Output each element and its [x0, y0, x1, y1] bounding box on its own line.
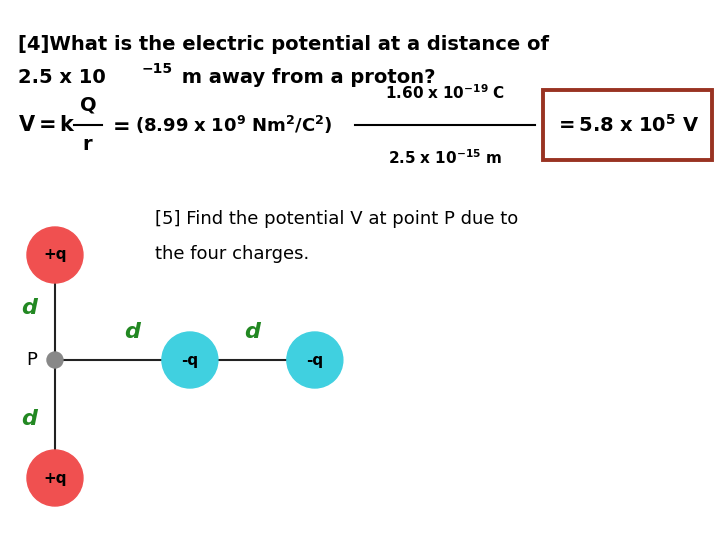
Text: $\mathbf{V = k}$: $\mathbf{V = k}$ — [18, 115, 76, 135]
Circle shape — [47, 352, 63, 368]
Text: $\mathbf{2.5\ x\ 10^{-15}\ m}$: $\mathbf{2.5\ x\ 10^{-15}\ m}$ — [388, 148, 502, 167]
Text: d: d — [21, 298, 37, 318]
Text: d: d — [125, 322, 140, 342]
Circle shape — [27, 450, 83, 506]
Text: $\mathbf{(8.99\ x\ 10^9\ Nm^2/C^2)}$: $\mathbf{(8.99\ x\ 10^9\ Nm^2/C^2)}$ — [135, 114, 333, 136]
Text: $\mathbf{1.60\ x\ 10^{-19}\ C}$: $\mathbf{1.60\ x\ 10^{-19}\ C}$ — [384, 83, 505, 102]
Text: P: P — [26, 351, 37, 369]
Text: +q: +q — [43, 470, 67, 485]
Text: 2.5 x 10: 2.5 x 10 — [18, 68, 106, 87]
Text: d: d — [245, 322, 261, 342]
Text: -q: -q — [306, 353, 323, 368]
Text: $\mathbf{r}$: $\mathbf{r}$ — [82, 135, 94, 154]
Circle shape — [27, 227, 83, 283]
Text: the four charges.: the four charges. — [155, 245, 309, 263]
Text: -q: -q — [181, 353, 199, 368]
Text: [5] Find the potential V at point P due to: [5] Find the potential V at point P due … — [155, 210, 518, 228]
Circle shape — [287, 332, 343, 388]
Text: −15: −15 — [142, 62, 173, 76]
Text: $\mathbf{= 5.8\ x\ 10^5\ V}$: $\mathbf{= 5.8\ x\ 10^5\ V}$ — [555, 114, 699, 136]
Circle shape — [162, 332, 218, 388]
Text: [4]What is the electric potential at a distance of: [4]What is the electric potential at a d… — [18, 35, 549, 54]
Text: $\mathbf{=}$: $\mathbf{=}$ — [108, 115, 130, 135]
Text: +q: +q — [43, 247, 67, 262]
Text: d: d — [21, 409, 37, 429]
FancyBboxPatch shape — [543, 90, 711, 160]
Text: $\mathbf{Q}$: $\mathbf{Q}$ — [79, 95, 96, 115]
Text: m away from a proton?: m away from a proton? — [175, 68, 436, 87]
